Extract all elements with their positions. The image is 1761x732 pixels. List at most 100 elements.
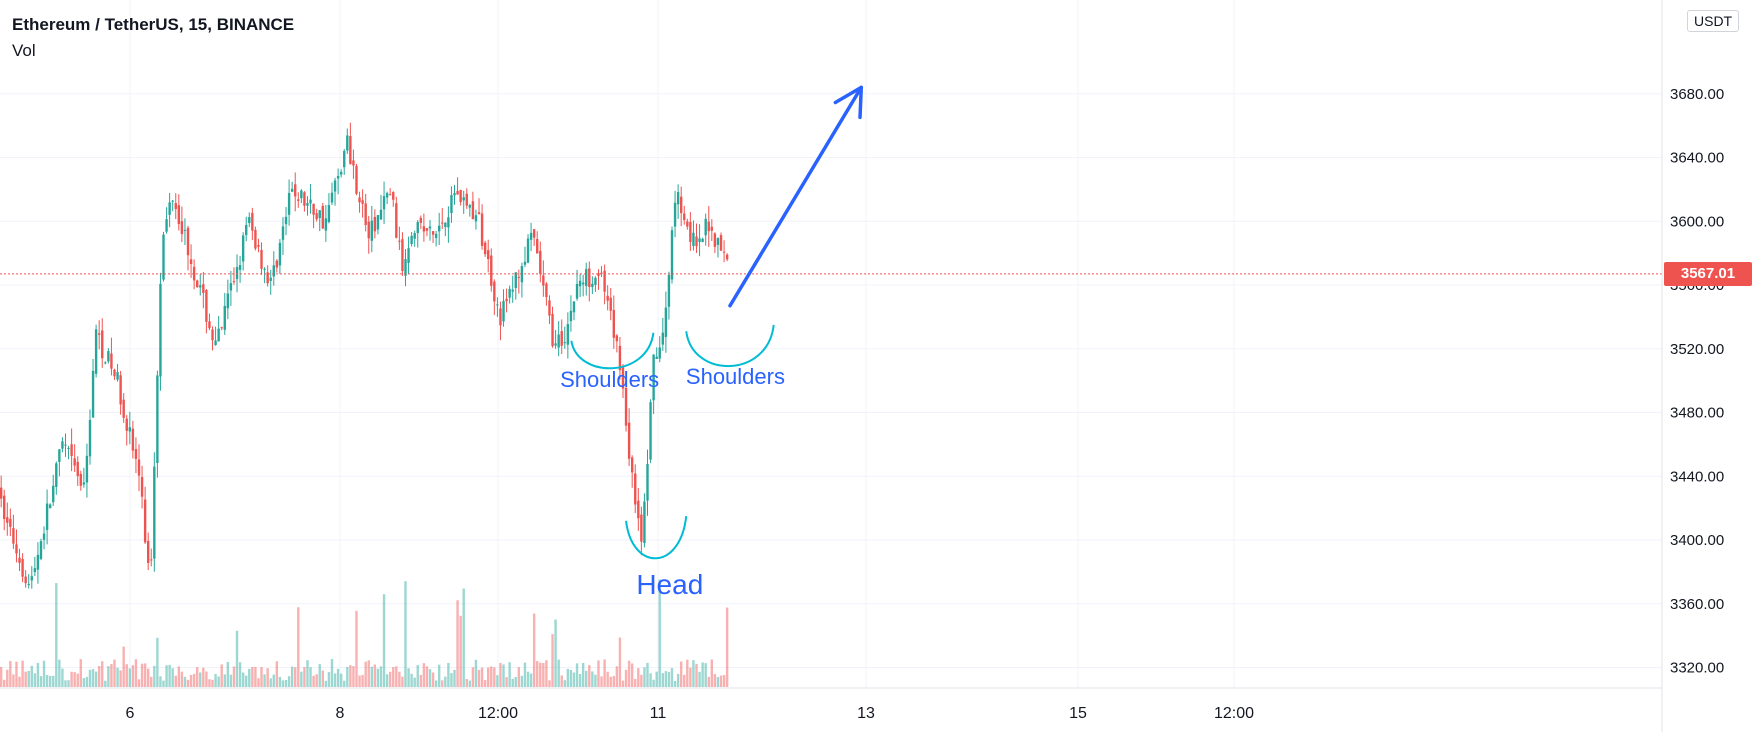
candle-body bbox=[196, 280, 199, 288]
candle-body bbox=[719, 235, 723, 251]
pattern-curve bbox=[570, 332, 655, 370]
x-tick-label: 6 bbox=[126, 705, 135, 722]
volume-bar bbox=[235, 630, 239, 687]
candle-body bbox=[94, 329, 98, 374]
y-tick-label: 3360.00 bbox=[1670, 596, 1724, 613]
volume-bar bbox=[248, 668, 251, 687]
volume-bar bbox=[180, 671, 184, 687]
candle-body bbox=[367, 221, 370, 239]
x-tick-label: 15 bbox=[1069, 705, 1087, 722]
volume-bar bbox=[441, 680, 444, 687]
volume-bar bbox=[465, 678, 468, 687]
candle-body bbox=[493, 281, 496, 302]
candle-body bbox=[379, 209, 383, 220]
volume-bar bbox=[385, 674, 389, 687]
volume-bar bbox=[618, 637, 622, 687]
candle-body bbox=[352, 160, 355, 166]
volume-bar bbox=[146, 668, 150, 687]
candle-body bbox=[496, 304, 499, 306]
volume-bar bbox=[670, 668, 674, 687]
volume-bar bbox=[683, 674, 686, 687]
candle-body bbox=[557, 334, 560, 348]
volume-bar bbox=[352, 666, 355, 687]
candle-body bbox=[465, 193, 468, 206]
volume-bar bbox=[229, 674, 233, 687]
candle-body bbox=[110, 353, 113, 369]
volume-bar bbox=[462, 588, 465, 687]
candle-body bbox=[361, 200, 364, 204]
candle-body bbox=[398, 240, 401, 242]
candle-body bbox=[232, 281, 236, 283]
candle-body bbox=[511, 289, 514, 292]
volume-series bbox=[0, 579, 729, 687]
candle-body bbox=[388, 194, 392, 196]
candle-body bbox=[297, 199, 300, 201]
candle-body bbox=[517, 276, 521, 278]
volume-bar bbox=[278, 676, 282, 687]
candle-body bbox=[107, 351, 110, 362]
candle-body bbox=[88, 419, 92, 457]
volume-bar bbox=[223, 674, 226, 687]
candle-body bbox=[229, 283, 233, 291]
y-tick-label: 3320.00 bbox=[1670, 660, 1724, 677]
volume-bar bbox=[281, 680, 285, 687]
volume-bar bbox=[309, 667, 312, 687]
volume-bar bbox=[627, 660, 631, 687]
candle-body bbox=[679, 196, 683, 214]
candle-body bbox=[333, 180, 337, 192]
candle-body bbox=[364, 203, 367, 225]
volume-bar bbox=[266, 668, 269, 687]
volume-indicator-label[interactable]: Vol bbox=[12, 41, 36, 60]
candle-body bbox=[597, 273, 600, 276]
candle-body bbox=[214, 340, 217, 346]
candle-body bbox=[15, 544, 18, 554]
volume-bar bbox=[208, 679, 211, 687]
candle-body bbox=[566, 324, 570, 345]
volume-bar bbox=[431, 672, 435, 687]
symbol-title[interactable]: Ethereum / TetherUS, 15, BINANCE bbox=[12, 15, 295, 34]
candle-body bbox=[376, 215, 380, 230]
volume-bar bbox=[355, 610, 358, 687]
volume-bar bbox=[107, 666, 110, 687]
candle-body bbox=[413, 233, 416, 239]
candle-body bbox=[168, 202, 171, 215]
volume-bar bbox=[257, 678, 260, 687]
candle-body bbox=[450, 195, 453, 214]
volume-bar bbox=[101, 661, 104, 687]
candle-body bbox=[113, 369, 116, 377]
volume-bar bbox=[306, 660, 309, 687]
candle-body bbox=[104, 362, 107, 364]
candle-body bbox=[370, 220, 374, 241]
candle-body bbox=[336, 175, 340, 179]
candle-body bbox=[300, 190, 303, 199]
volume-bar bbox=[131, 665, 135, 687]
candle-body bbox=[514, 272, 517, 289]
candle-body bbox=[655, 356, 658, 359]
y-tick-label: 3400.00 bbox=[1670, 532, 1724, 549]
volume-bar bbox=[85, 676, 89, 687]
candle-body bbox=[146, 541, 150, 564]
candle-body bbox=[143, 499, 147, 543]
volume-bar bbox=[58, 659, 61, 687]
candle-body bbox=[441, 222, 444, 224]
candle-body bbox=[392, 192, 395, 200]
candle-body bbox=[85, 455, 89, 483]
volume-bar bbox=[346, 667, 349, 687]
volume-bar bbox=[725, 607, 729, 687]
volume-bar bbox=[382, 594, 386, 687]
currency-unit-button[interactable]: USDT bbox=[1687, 10, 1740, 32]
candle-body bbox=[165, 219, 168, 232]
volume-bar bbox=[676, 673, 680, 687]
candle-body bbox=[0, 487, 3, 499]
candle-body bbox=[551, 313, 554, 347]
candle-body bbox=[309, 199, 312, 204]
candle-body bbox=[425, 228, 429, 231]
volume-bar bbox=[0, 667, 3, 687]
shoulders-label: Shoulders bbox=[686, 364, 785, 389]
x-tick-label: 8 bbox=[336, 705, 345, 722]
volume-bar bbox=[42, 660, 46, 687]
y-tick-label: 3600.00 bbox=[1670, 213, 1724, 230]
candle-body bbox=[79, 473, 83, 486]
candle-body bbox=[287, 192, 291, 215]
